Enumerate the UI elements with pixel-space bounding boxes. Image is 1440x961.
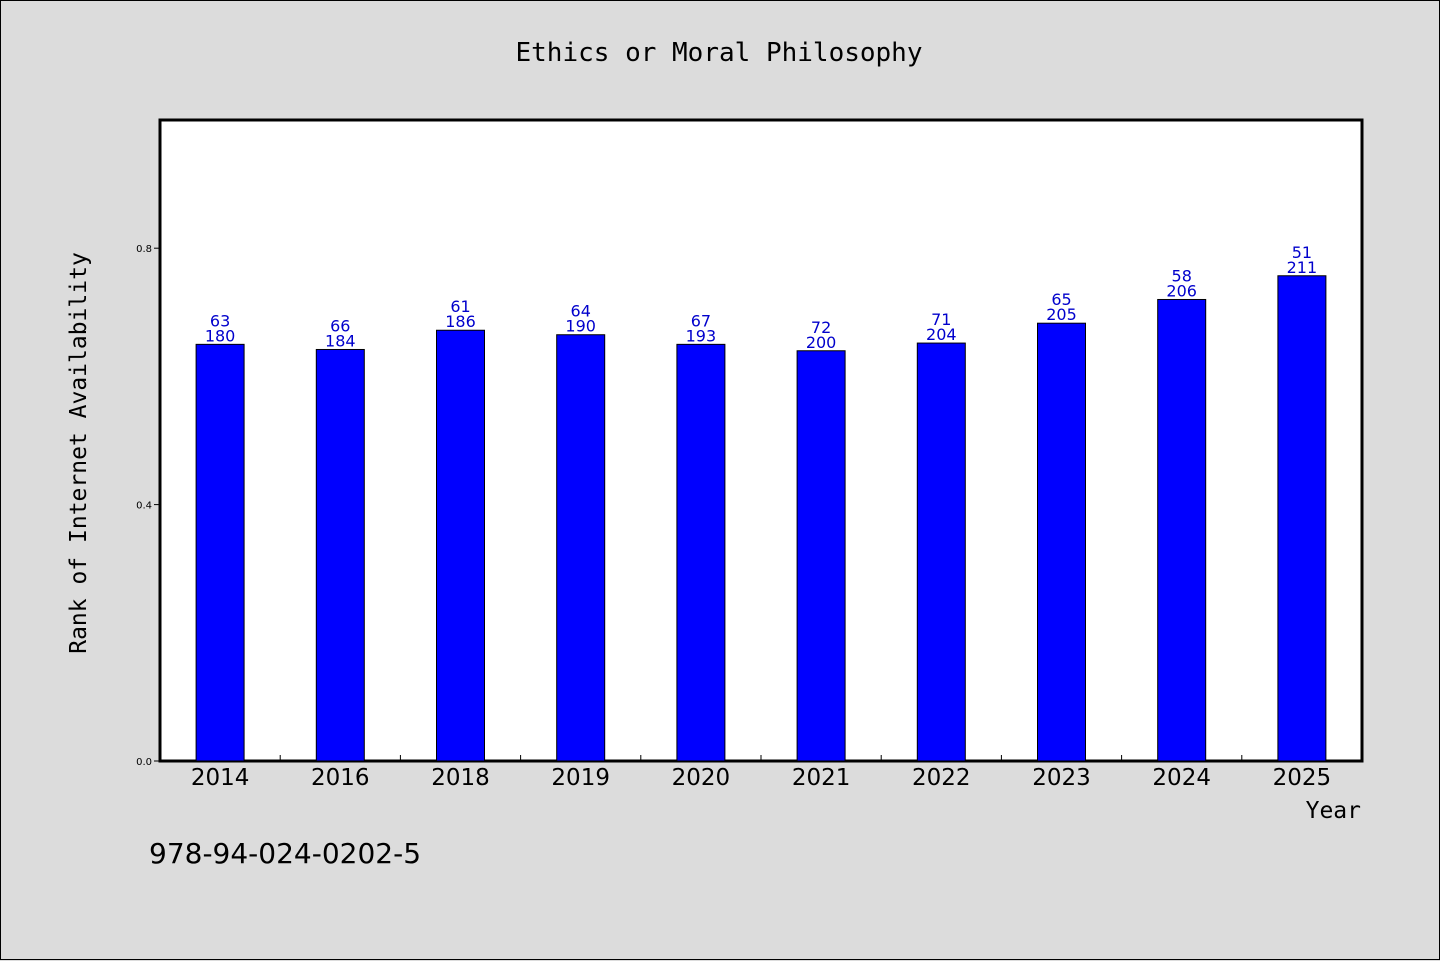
x-axis-ticks: 2014 2016 2018 2019 2020 2021 2022 2023 2024 2025 (191, 755, 1331, 791)
bar (1157, 298, 1207, 762)
bar (796, 350, 846, 762)
x-tick-label: 2025 (1273, 765, 1332, 791)
bar-label-bottom: 211 (1287, 258, 1318, 277)
x-tick-label: 2021 (792, 765, 851, 791)
chart-title: Ethics or Moral Philosophy (516, 38, 923, 68)
isbn-label: 978-94-024-0202-5 (149, 837, 421, 870)
bar-label-top: 61 (450, 297, 470, 316)
bar-label-top: 64 (571, 302, 591, 321)
x-tick-label: 2018 (431, 765, 490, 791)
bar-label-bottom: 193 (686, 326, 717, 345)
y-tick-label: 0.8 (136, 244, 152, 255)
bar-label-bottom: 184 (325, 331, 356, 350)
bar-label-top: 67 (691, 311, 711, 330)
bar (436, 329, 485, 762)
x-tick-label: 2019 (551, 765, 610, 791)
y-tick-label: 0.0 (136, 757, 152, 768)
bar-label-bottom: 206 (1166, 281, 1197, 300)
bar-label-top: 63 (210, 311, 230, 330)
bar-label-bottom: 190 (565, 317, 596, 336)
bars (195, 275, 1327, 762)
y-axis-ticks: 0.0 0.4 0.8 (136, 244, 160, 768)
x-tick-label: 2016 (311, 765, 370, 791)
x-axis-label: Year (1306, 798, 1361, 824)
bar-label-top: 66 (330, 316, 350, 335)
bar (1277, 275, 1327, 762)
bar-label-top: 71 (931, 310, 951, 329)
bar-label-top: 72 (811, 318, 831, 337)
bar-label-top: 51 (1292, 243, 1312, 262)
bar (1037, 322, 1086, 762)
x-tick-label: 2023 (1032, 765, 1091, 791)
bar-label-bottom: 204 (926, 325, 957, 344)
bar (195, 343, 245, 762)
y-tick-label: 0.4 (136, 501, 152, 512)
bar (556, 334, 606, 762)
bar-label-bottom: 200 (806, 333, 837, 352)
bar-label-top: 58 (1172, 266, 1192, 285)
bar-label-bottom: 186 (445, 312, 476, 331)
x-tick-label: 2014 (191, 765, 250, 791)
bar-label-bottom: 205 (1046, 305, 1077, 324)
bar-label-top: 65 (1051, 290, 1071, 309)
bar-label-bottom: 180 (205, 326, 236, 345)
y-axis-label: Rank of Internet Availability (66, 252, 92, 654)
bar (916, 342, 966, 762)
x-tick-label: 2022 (912, 765, 971, 791)
bar (315, 348, 365, 762)
bar (676, 343, 726, 762)
x-tick-label: 2020 (672, 765, 731, 791)
x-tick-label: 2024 (1152, 765, 1211, 791)
